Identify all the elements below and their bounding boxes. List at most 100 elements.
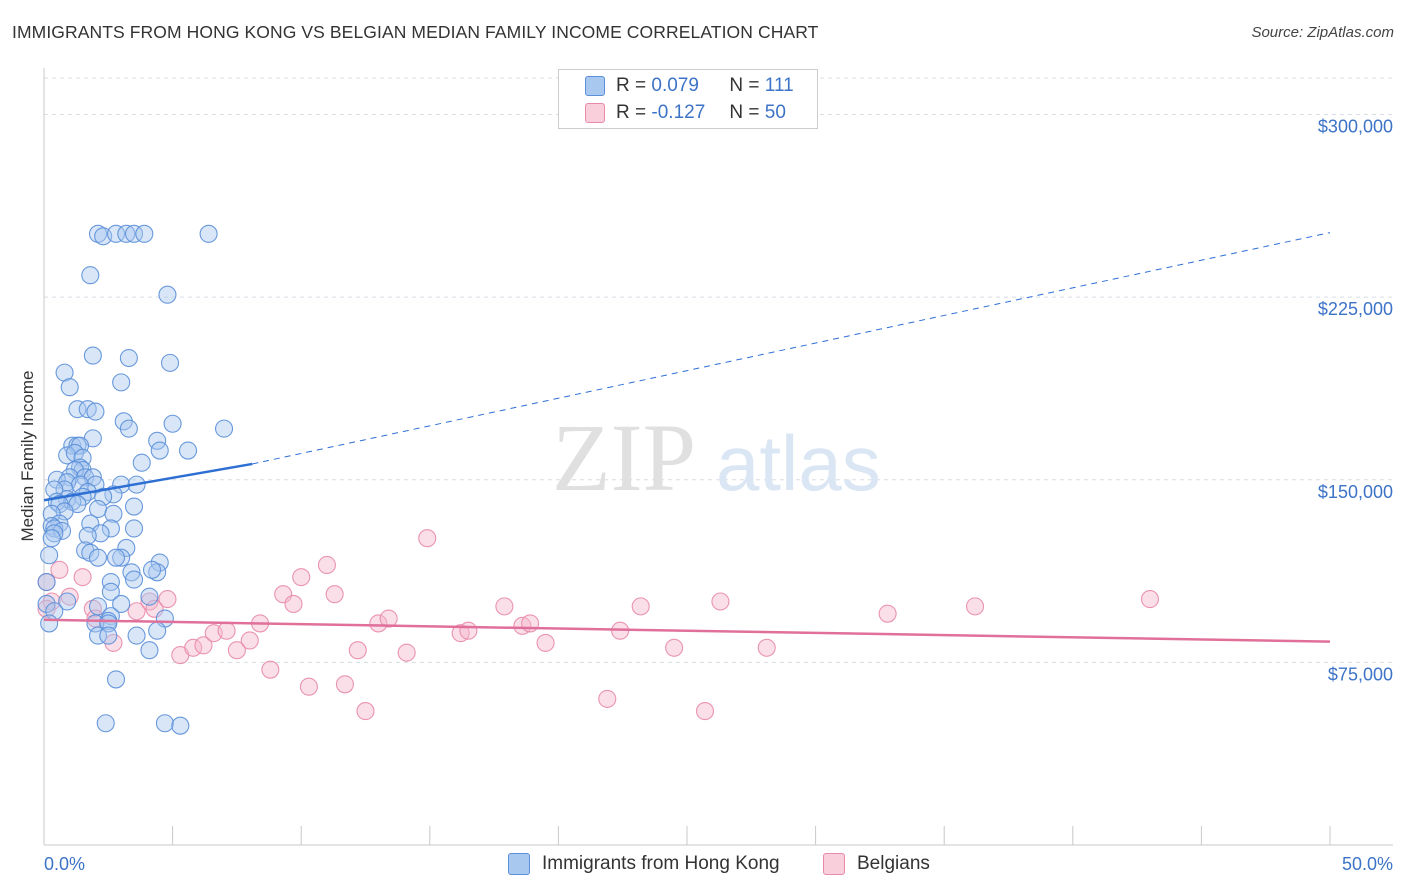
data-point bbox=[348, 641, 367, 660]
data-point bbox=[292, 568, 311, 587]
data-point bbox=[158, 590, 177, 609]
data-point bbox=[104, 504, 123, 523]
data-point bbox=[299, 677, 318, 696]
bottom-legend-belgians: Belgians bbox=[823, 851, 930, 877]
data-point bbox=[122, 563, 141, 582]
data-point bbox=[124, 570, 144, 589]
data-point bbox=[73, 568, 92, 587]
data-point bbox=[106, 548, 126, 567]
data-point bbox=[63, 436, 82, 455]
data-point bbox=[199, 224, 218, 243]
data-point bbox=[369, 614, 388, 633]
data-point bbox=[155, 714, 174, 733]
trend-line-hong-kong-solid bbox=[43, 462, 253, 502]
legend-r-value: -0.127 bbox=[651, 102, 706, 123]
bottom-legend-label: Immigrants from Hong Kong bbox=[542, 853, 780, 874]
data-point bbox=[99, 626, 118, 645]
data-point bbox=[631, 597, 650, 616]
data-point bbox=[397, 643, 416, 662]
data-point bbox=[101, 582, 120, 601]
data-point bbox=[60, 587, 79, 606]
data-point bbox=[317, 555, 336, 575]
data-point bbox=[160, 353, 180, 372]
data-point bbox=[695, 702, 715, 721]
data-point bbox=[148, 563, 167, 582]
legend-row-hong-kong: R = 0.079 N = 111 bbox=[585, 74, 794, 98]
data-point bbox=[101, 572, 120, 592]
y-tick-label: $300,000 bbox=[1318, 117, 1393, 137]
y-tick-label: $150,000 bbox=[1318, 482, 1393, 502]
data-point bbox=[37, 572, 56, 592]
data-point bbox=[158, 285, 177, 304]
legend-n-label: N = bbox=[729, 102, 760, 123]
y-axis-label: Median Family Income bbox=[18, 370, 37, 541]
chart-source: Source: ZipAtlas.com bbox=[1251, 24, 1394, 41]
data-point bbox=[878, 604, 897, 623]
data-point bbox=[83, 346, 102, 365]
data-point bbox=[171, 716, 190, 735]
data-point bbox=[119, 419, 138, 438]
y-tick-labels: $75,000 $150,000 $225,000 $300,000 bbox=[1318, 117, 1393, 685]
legend-n-value: 50 bbox=[764, 102, 786, 123]
bottom-legend-label: Belgians bbox=[857, 853, 930, 874]
y-tick-label: $225,000 bbox=[1318, 299, 1393, 319]
data-point bbox=[81, 266, 100, 285]
series-belgians bbox=[37, 529, 1160, 721]
data-point bbox=[757, 638, 776, 657]
legend-swatch-pink bbox=[585, 103, 605, 123]
legend-row-belgians: R = -0.127 N = 50 bbox=[585, 101, 786, 125]
data-point bbox=[58, 592, 77, 611]
data-point bbox=[40, 614, 59, 633]
legend-r-label: R = bbox=[616, 102, 647, 123]
data-point bbox=[966, 597, 985, 616]
y-tick-label: $75,000 bbox=[1328, 664, 1393, 684]
data-point bbox=[50, 560, 69, 579]
data-point bbox=[240, 631, 259, 650]
data-point bbox=[335, 675, 354, 694]
data-point bbox=[112, 373, 131, 392]
data-point bbox=[127, 626, 146, 645]
data-point bbox=[112, 594, 131, 613]
x-tick-label-right: 50.0% bbox=[1342, 854, 1393, 874]
data-point bbox=[86, 402, 105, 421]
data-point bbox=[261, 660, 280, 679]
bottom-legend-swatch-pink bbox=[823, 853, 845, 875]
data-point bbox=[536, 633, 555, 652]
bottom-legend-swatch-blue bbox=[508, 853, 530, 875]
data-point bbox=[112, 548, 131, 567]
trend-line-hong-kong-dashed bbox=[252, 232, 1331, 465]
trend-line-belgians bbox=[43, 618, 1331, 643]
correlation-legend: R = 0.079 N = 111 R = -0.127 N = 50 bbox=[558, 69, 818, 129]
data-point bbox=[227, 641, 246, 660]
axes bbox=[43, 68, 1393, 846]
data-point bbox=[150, 441, 169, 460]
data-point bbox=[325, 585, 344, 604]
gridlines bbox=[44, 77, 1393, 663]
data-point bbox=[140, 587, 159, 606]
data-point bbox=[495, 597, 514, 616]
data-point bbox=[132, 453, 151, 472]
data-point bbox=[124, 224, 144, 243]
data-point bbox=[37, 594, 56, 613]
data-point bbox=[142, 560, 162, 579]
data-point bbox=[163, 414, 182, 433]
legend-n-label: N = bbox=[729, 75, 760, 96]
data-point bbox=[356, 702, 375, 721]
data-point bbox=[119, 348, 138, 368]
x-tick-label-left: 0.0% bbox=[44, 854, 85, 874]
data-point bbox=[106, 224, 126, 243]
data-point bbox=[96, 714, 115, 733]
data-point bbox=[598, 689, 617, 708]
chart-title: IMMIGRANTS FROM HONG KONG VS BELGIAN MED… bbox=[12, 22, 819, 42]
data-point bbox=[178, 441, 198, 460]
legend-n-value: 111 bbox=[764, 75, 794, 96]
trend-lines bbox=[43, 232, 1331, 643]
data-point bbox=[214, 419, 234, 438]
data-point bbox=[379, 609, 398, 628]
data-point bbox=[127, 602, 146, 621]
watermark-zip: ZIP bbox=[552, 404, 696, 511]
watermark: ZIP atlas bbox=[552, 404, 881, 511]
legend-swatch-blue bbox=[585, 76, 605, 96]
data-point bbox=[117, 224, 136, 243]
